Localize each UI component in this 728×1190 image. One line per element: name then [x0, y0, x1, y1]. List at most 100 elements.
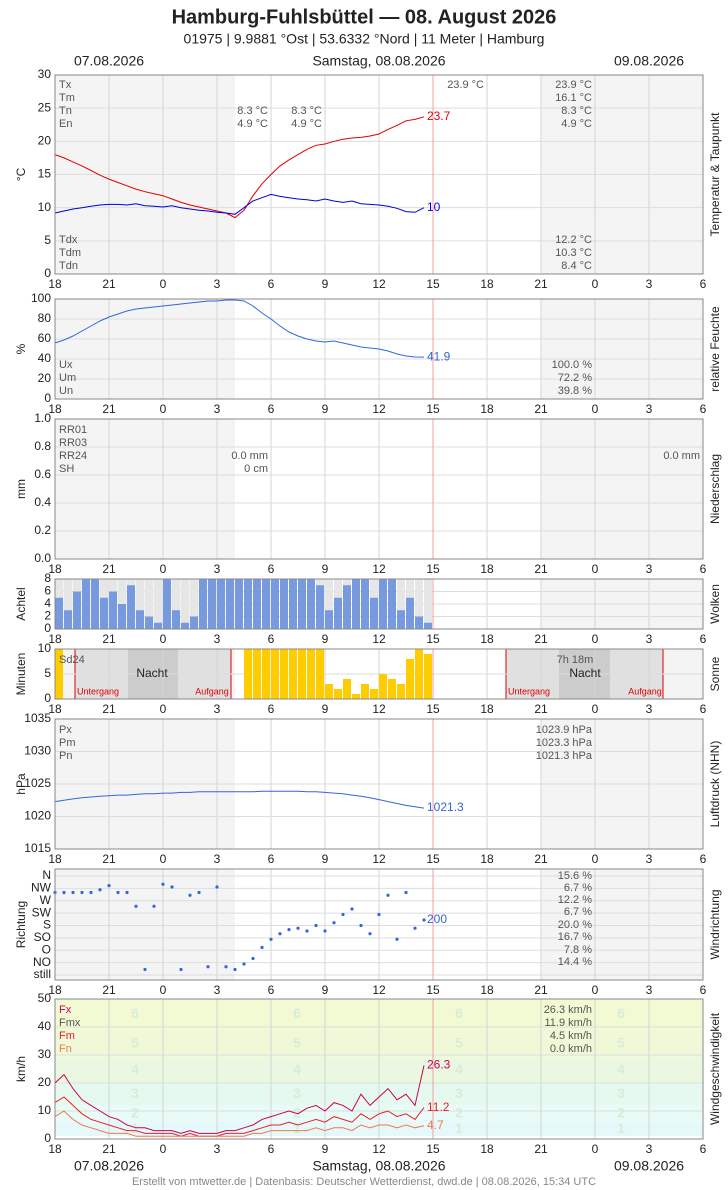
x-tick-label: 21 — [534, 402, 548, 416]
beaufort-label: 5 — [293, 1035, 301, 1051]
x-tick-label: 21 — [102, 702, 116, 716]
bar — [118, 604, 126, 629]
point — [125, 890, 129, 895]
panel-title: Temperatur & Taupunkt — [708, 112, 722, 237]
x-tick-label: 18 — [48, 632, 62, 646]
y-tick-label: O — [42, 942, 51, 956]
x-tick-label: 6 — [700, 562, 707, 576]
y-tick-label: S — [43, 918, 51, 932]
stat-value: 16.1 °C — [555, 92, 592, 104]
stat-label: Tdx — [59, 234, 78, 246]
stat-value: 72.2 % — [558, 372, 592, 384]
y-tick-label: NO — [33, 955, 51, 969]
y-axis-label: Achtel — [14, 587, 28, 620]
stat-label: Um — [59, 372, 76, 384]
x-tick-label: 15 — [426, 277, 440, 291]
point — [386, 893, 390, 897]
x-tick-label: 15 — [426, 562, 440, 576]
bar — [127, 585, 135, 629]
bar-remainder — [154, 579, 162, 629]
x-tick-label: 6 — [268, 402, 275, 416]
y-tick-label: 50 — [38, 991, 52, 1005]
stat-label: Tn — [59, 105, 72, 117]
bar — [280, 649, 288, 699]
point — [224, 965, 228, 969]
x-tick-label: 6 — [268, 702, 275, 716]
series-line — [54, 116, 425, 219]
x-tick-label: 21 — [534, 277, 548, 291]
y-tick-label: 0 — [44, 621, 51, 635]
series-line — [54, 1065, 425, 1134]
end-label: 1021.3 — [427, 800, 464, 814]
stat-value: 1023.9 hPa — [536, 724, 593, 736]
point — [152, 904, 156, 908]
x-tick-label: 15 — [426, 1142, 440, 1156]
series-line — [54, 193, 425, 215]
x-tick-label: 3 — [214, 1142, 221, 1156]
y-tick-label: 1.0 — [34, 411, 51, 425]
x-tick-label: 0 — [592, 852, 599, 866]
note: 23.9 °C — [447, 79, 484, 91]
x-tick-label: 3 — [646, 562, 653, 576]
point — [395, 937, 399, 941]
bar — [82, 579, 90, 629]
y-tick-label: SW — [32, 905, 52, 919]
beaufort-label: 1 — [617, 1120, 625, 1136]
x-tick-label: 3 — [214, 632, 221, 646]
point — [359, 923, 363, 928]
night-shade — [541, 869, 703, 980]
point — [143, 967, 147, 972]
x-tick-label: 9 — [322, 632, 329, 646]
bar — [397, 684, 405, 699]
y-tick-label: 1015 — [24, 841, 51, 855]
bar — [73, 591, 81, 629]
x-tick-label: 0 — [160, 562, 167, 576]
bar — [415, 649, 423, 699]
x-tick-label: 0 — [160, 852, 167, 866]
bar — [109, 591, 117, 629]
bar-remainder — [172, 579, 180, 629]
y-tick-label: 0 — [44, 691, 51, 705]
y-tick-label: 30 — [38, 1047, 52, 1061]
x-tick-label: 3 — [214, 402, 221, 416]
x-tick-label: 21 — [102, 632, 116, 646]
y-tick-label: 2 — [44, 609, 51, 623]
bar — [352, 579, 360, 629]
x-tick-label: 18 — [48, 1142, 62, 1156]
night-shade — [55, 869, 235, 980]
bar — [271, 649, 279, 699]
point — [170, 885, 174, 889]
stat-label: Pm — [59, 737, 76, 749]
x-tick-label: 21 — [102, 852, 116, 866]
point — [62, 890, 66, 895]
bar — [244, 579, 252, 629]
beaufort-label: 3 — [617, 1085, 625, 1101]
beaufort-label: 5 — [617, 1035, 625, 1051]
x-tick-label: 0 — [592, 277, 599, 291]
point — [71, 890, 75, 895]
stat-value: 14.4 % — [558, 956, 592, 968]
x-tick-label: 12 — [372, 1142, 386, 1156]
point — [98, 888, 102, 892]
panel-title: Windgeschwindigkeit — [708, 1012, 722, 1125]
x-tick-label: 0 — [592, 702, 599, 716]
bar — [163, 579, 171, 629]
panel: 18 21 0 3 6 9 12 15 18 21 0 3 6 0 5 10 Minuten Sonne Sd24 N… — [14, 641, 722, 716]
y-tick-label: 0.8 — [34, 439, 51, 453]
x-tick-label: 18 — [48, 852, 62, 866]
stat-value: 1021.3 hPa — [536, 750, 593, 762]
y-tick-label: 100 — [31, 291, 51, 305]
stat-label: Ux — [59, 359, 73, 371]
beaufort-label: 5 — [455, 1035, 463, 1051]
bar — [352, 694, 360, 699]
bar — [64, 610, 72, 629]
x-tick-label: 18 — [480, 852, 494, 866]
bar — [226, 579, 234, 629]
bar — [55, 649, 63, 699]
series-line — [54, 1096, 425, 1137]
point — [134, 904, 138, 908]
stat-label: Tx — [59, 79, 72, 91]
x-tick-label: 6 — [700, 983, 707, 997]
